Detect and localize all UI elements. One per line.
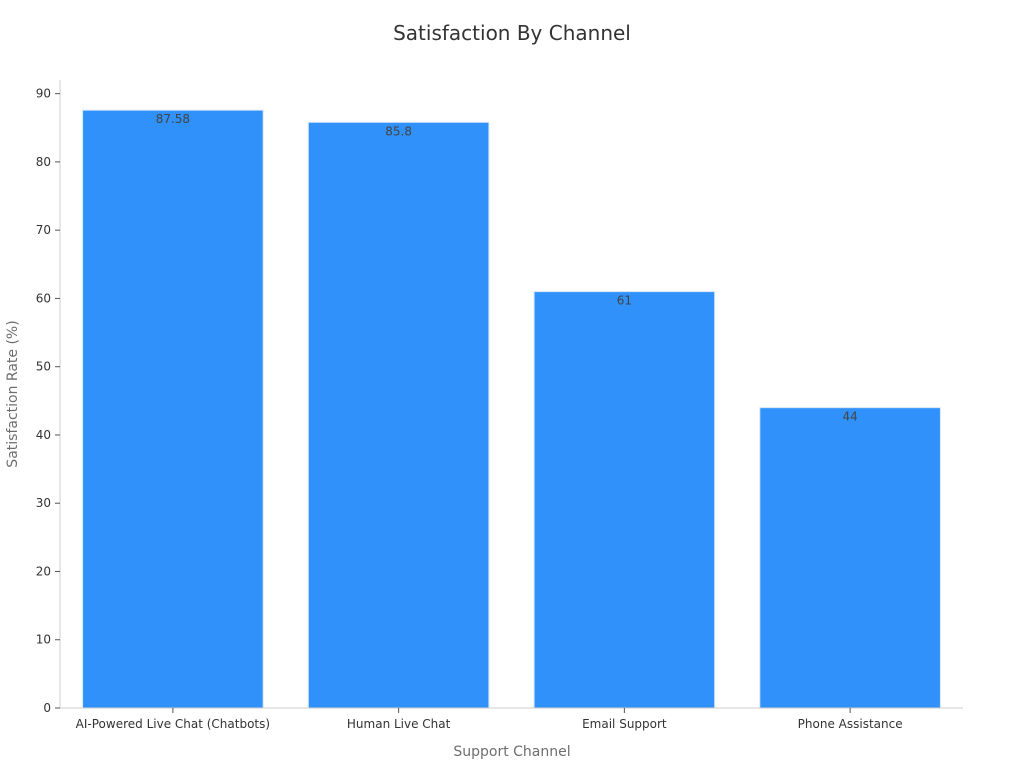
bar-4 [759,407,941,709]
data-label-3: 61 [617,294,632,308]
data-label-1: 87.58 [156,112,190,126]
x-tick-label: Phone Assistance [798,717,903,731]
bar-3 [533,291,716,709]
y-tick-label: 30 [36,496,51,510]
x-tick-label: Email Support [582,717,667,731]
y-tick-label: 40 [36,428,51,442]
y-tick-label: 60 [36,291,51,305]
y-tick-label: 90 [36,87,51,101]
x-tick-label: Human Live Chat [347,717,451,731]
data-label-4: 44 [842,410,857,424]
y-axis-title: Satisfaction Rate (%) [5,320,21,467]
y-tick-label: 10 [36,633,51,647]
y-tick-label: 70 [36,223,51,237]
chart-title: Satisfaction By Channel [393,21,631,45]
data-label-2: 85.8 [385,124,412,138]
bar-1 [82,109,264,709]
bar-2 [307,121,490,709]
x-axis-title: Support Channel [453,744,570,760]
y-tick-label: 50 [36,360,51,374]
y-tick-label: 20 [36,564,51,578]
data-labels-group: 87.58 85.8 61 44 [156,112,858,423]
x-tick-label: AI-Powered Live Chat (Chatbots) [76,717,270,731]
y-tick-label: 0 [43,701,51,715]
axes-group: 0 10 20 30 40 50 60 70 80 90 AI-Powered Live Chat … [36,80,963,731]
y-tick-label: 80 [36,155,51,169]
bars-group [82,109,941,709]
